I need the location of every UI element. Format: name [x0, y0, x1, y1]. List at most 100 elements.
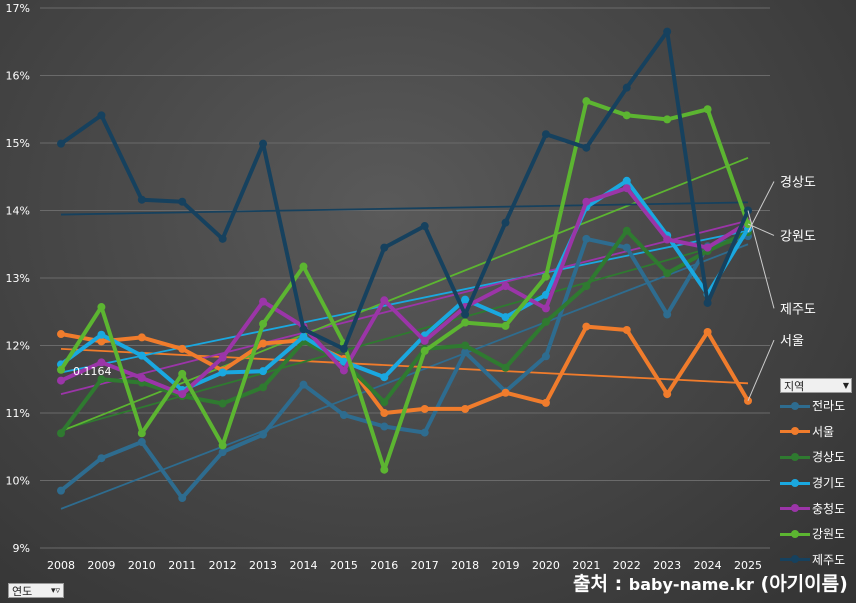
legend-item[interactable]: 전라도: [780, 393, 854, 419]
legend-item[interactable]: 경상도: [780, 444, 854, 470]
data-point[interactable]: [259, 297, 268, 306]
data-point[interactable]: [622, 243, 631, 252]
data-point[interactable]: [218, 441, 227, 450]
data-point[interactable]: [259, 367, 268, 376]
data-point[interactable]: [218, 399, 227, 408]
year-filter-button[interactable]: 연도 ▾▿: [8, 583, 64, 598]
data-point[interactable]: [299, 332, 308, 341]
data-point[interactable]: [541, 352, 550, 361]
data-point[interactable]: [259, 339, 268, 348]
data-point[interactable]: [663, 235, 672, 244]
data-point[interactable]: [57, 365, 65, 374]
data-point[interactable]: [380, 409, 389, 417]
data-point[interactable]: [501, 388, 510, 397]
data-point[interactable]: [622, 176, 631, 185]
data-point[interactable]: [582, 282, 591, 291]
data-point[interactable]: [663, 310, 672, 319]
data-point[interactable]: [380, 465, 389, 474]
data-point[interactable]: [582, 97, 591, 106]
series-line[interactable]: [59, 234, 750, 500]
data-point[interactable]: [137, 438, 146, 447]
data-point[interactable]: [57, 330, 65, 339]
data-point[interactable]: [218, 368, 227, 377]
data-point[interactable]: [259, 319, 268, 328]
data-point[interactable]: [663, 27, 672, 36]
legend-item[interactable]: 서울: [780, 419, 854, 445]
data-point[interactable]: [541, 398, 550, 407]
data-point[interactable]: [97, 337, 106, 346]
data-point[interactable]: [461, 348, 470, 357]
data-point[interactable]: [259, 383, 268, 392]
data-point[interactable]: [420, 346, 429, 355]
series-line[interactable]: [59, 99, 750, 472]
data-point[interactable]: [501, 313, 510, 322]
data-point[interactable]: [97, 330, 106, 339]
data-point[interactable]: [380, 373, 389, 382]
data-point[interactable]: [501, 321, 510, 330]
data-point[interactable]: [501, 282, 510, 291]
data-point[interactable]: [339, 344, 348, 353]
data-point[interactable]: [137, 429, 146, 438]
data-point[interactable]: [622, 111, 631, 120]
data-point[interactable]: [622, 83, 631, 92]
data-point[interactable]: [178, 390, 187, 399]
data-point[interactable]: [259, 430, 268, 439]
data-point[interactable]: [218, 353, 227, 362]
data-point[interactable]: [541, 272, 550, 281]
series-line[interactable]: [59, 228, 750, 436]
data-point[interactable]: [259, 139, 268, 148]
data-point[interactable]: [622, 226, 631, 235]
data-point[interactable]: [57, 376, 65, 385]
data-point[interactable]: [420, 428, 429, 437]
data-point[interactable]: [663, 269, 672, 278]
data-point[interactable]: [380, 296, 389, 305]
data-point[interactable]: [97, 111, 106, 120]
data-point[interactable]: [501, 363, 510, 372]
series-line[interactable]: [59, 186, 750, 397]
data-point[interactable]: [57, 486, 65, 495]
data-point[interactable]: [703, 298, 712, 307]
data-point[interactable]: [541, 290, 550, 299]
data-point[interactable]: [461, 318, 470, 327]
data-point[interactable]: [137, 373, 146, 382]
data-point[interactable]: [622, 184, 631, 193]
data-point[interactable]: [420, 404, 429, 413]
data-point[interactable]: [461, 310, 470, 319]
data-point[interactable]: [178, 197, 187, 206]
data-point[interactable]: [703, 105, 712, 114]
legend-item[interactable]: 강원도: [780, 521, 854, 547]
data-point[interactable]: [663, 390, 672, 399]
data-point[interactable]: [461, 341, 470, 350]
data-point[interactable]: [380, 243, 389, 252]
data-point[interactable]: [137, 195, 146, 204]
data-point[interactable]: [178, 369, 187, 378]
data-point[interactable]: [339, 366, 348, 375]
data-point[interactable]: [218, 234, 227, 243]
data-point[interactable]: [582, 234, 591, 243]
data-point[interactable]: [582, 143, 591, 152]
data-point[interactable]: [380, 422, 389, 431]
data-point[interactable]: [703, 328, 712, 336]
data-point[interactable]: [420, 222, 429, 231]
data-point[interactable]: [299, 325, 308, 334]
data-point[interactable]: [218, 448, 227, 457]
data-point[interactable]: [97, 358, 106, 367]
legend-filter-dropdown[interactable]: 지역 ▼: [780, 378, 852, 393]
data-point[interactable]: [178, 494, 187, 503]
data-point[interactable]: [501, 218, 510, 227]
legend-item[interactable]: 충청도: [780, 495, 854, 521]
data-point[interactable]: [541, 130, 550, 139]
data-point[interactable]: [137, 333, 146, 342]
data-point[interactable]: [703, 243, 712, 252]
data-point[interactable]: [461, 295, 470, 304]
data-point[interactable]: [57, 429, 65, 438]
data-point[interactable]: [420, 336, 429, 345]
data-point[interactable]: [299, 262, 308, 271]
data-point[interactable]: [461, 404, 470, 413]
data-point[interactable]: [339, 411, 348, 420]
data-point[interactable]: [97, 375, 106, 384]
data-point[interactable]: [380, 398, 389, 407]
data-point[interactable]: [663, 115, 672, 124]
data-point[interactable]: [137, 351, 146, 360]
data-point[interactable]: [97, 303, 106, 312]
